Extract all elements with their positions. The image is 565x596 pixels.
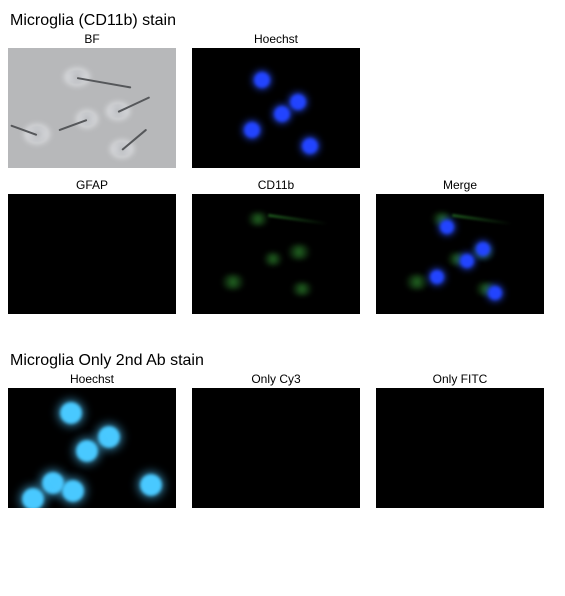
panel-gfap-label: GFAP xyxy=(76,178,108,192)
panel-bf-image xyxy=(8,48,176,168)
section1-title: Microglia (CD11b) stain xyxy=(10,12,557,30)
panel-gfap-image xyxy=(8,194,176,314)
panel-hoechst1-image xyxy=(192,48,360,168)
panel-merge: Merge xyxy=(376,178,544,314)
panel-hoechst1-label: Hoechst xyxy=(254,32,298,46)
panel-hoechst2-image xyxy=(8,388,176,508)
section2-title: Microglia Only 2nd Ab stain xyxy=(10,352,557,370)
panel-gfap: GFAP xyxy=(8,178,176,314)
panel-cd11b-label: CD11b xyxy=(258,178,294,192)
panel-bf: BF xyxy=(8,32,176,168)
section1-row1: BF Hoechst xyxy=(8,32,557,168)
section1-row2: GFAP CD11b Merge xyxy=(8,178,557,314)
panel-merge-label: Merge xyxy=(443,178,477,192)
panel-hoechst1: Hoechst xyxy=(192,32,360,168)
panel-bf-label: BF xyxy=(84,32,99,46)
panel-cd11b-image xyxy=(192,194,360,314)
panel-hoechst2-label: Hoechst xyxy=(70,372,114,386)
panel-cy3: Only Cy3 xyxy=(192,372,360,508)
panel-merge-image xyxy=(376,194,544,314)
panel-fitc-image xyxy=(376,388,544,508)
panel-fitc: Only FITC xyxy=(376,372,544,508)
panel-cd11b: CD11b xyxy=(192,178,360,314)
panel-cy3-label: Only Cy3 xyxy=(251,372,300,386)
panel-cy3-image xyxy=(192,388,360,508)
section2-row1: Hoechst Only Cy3 Only FITC xyxy=(8,372,557,508)
panel-fitc-label: Only FITC xyxy=(433,372,488,386)
panel-hoechst2: Hoechst xyxy=(8,372,176,508)
